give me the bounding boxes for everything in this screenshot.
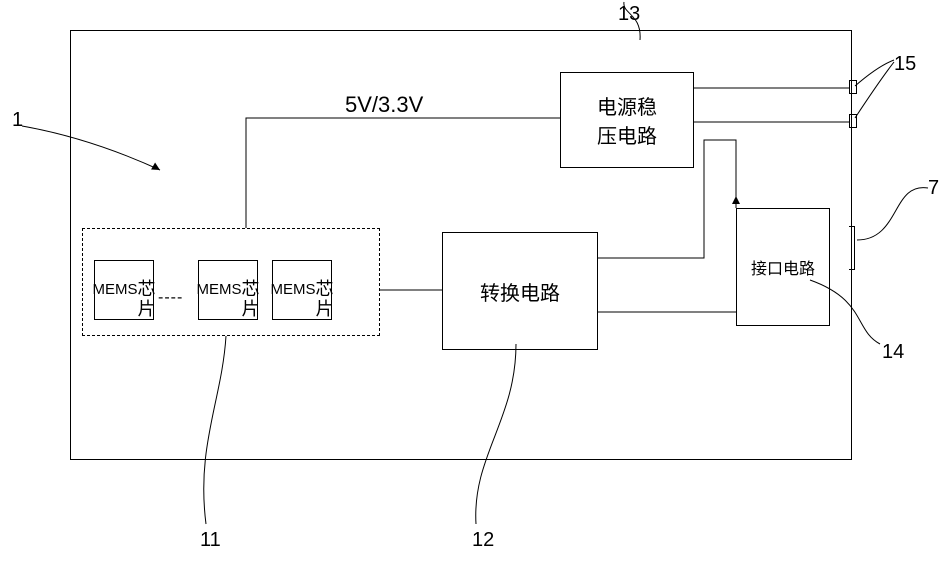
label-n14: 14 (882, 340, 904, 364)
label-n7: 7 (928, 176, 939, 200)
interface-circuit-box: 接口电路 (736, 208, 830, 326)
conversion-circuit-box: 转换电路 (442, 232, 598, 350)
leader-15b (855, 62, 894, 118)
mems-chip-label-0: MEMS芯片 (95, 261, 153, 319)
mems-chip-label-1: MEMS芯片 (199, 261, 257, 319)
mems-chip-label-2: MEMS芯片 (273, 261, 331, 319)
port-7 (849, 226, 855, 270)
connector-stud-1 (849, 114, 857, 128)
label-n15: 15 (894, 52, 916, 76)
connector-stud-0 (849, 80, 857, 94)
mems-chip-2: MEMS芯片 (272, 260, 332, 320)
leader-15a (855, 60, 894, 86)
mems-chip-1: MEMS芯片 (198, 260, 258, 320)
leader-7 (857, 188, 928, 240)
label-voltage: 5V/3.3V (345, 92, 423, 118)
label-n11: 11 (200, 528, 221, 552)
label-n13: 13 (618, 2, 640, 26)
label-n1: 1 (12, 108, 23, 132)
mems-chip-0: MEMS芯片 (94, 260, 154, 320)
conversion-circuit-label: 转换电路 (443, 233, 597, 349)
mems-ellipsis: ---- (158, 288, 183, 307)
interface-circuit-label: 接口电路 (737, 209, 829, 325)
label-n12: 12 (472, 528, 494, 552)
power-regulator-box: 电源稳压电路 (560, 72, 694, 168)
power-regulator-label: 电源稳压电路 (561, 73, 693, 167)
